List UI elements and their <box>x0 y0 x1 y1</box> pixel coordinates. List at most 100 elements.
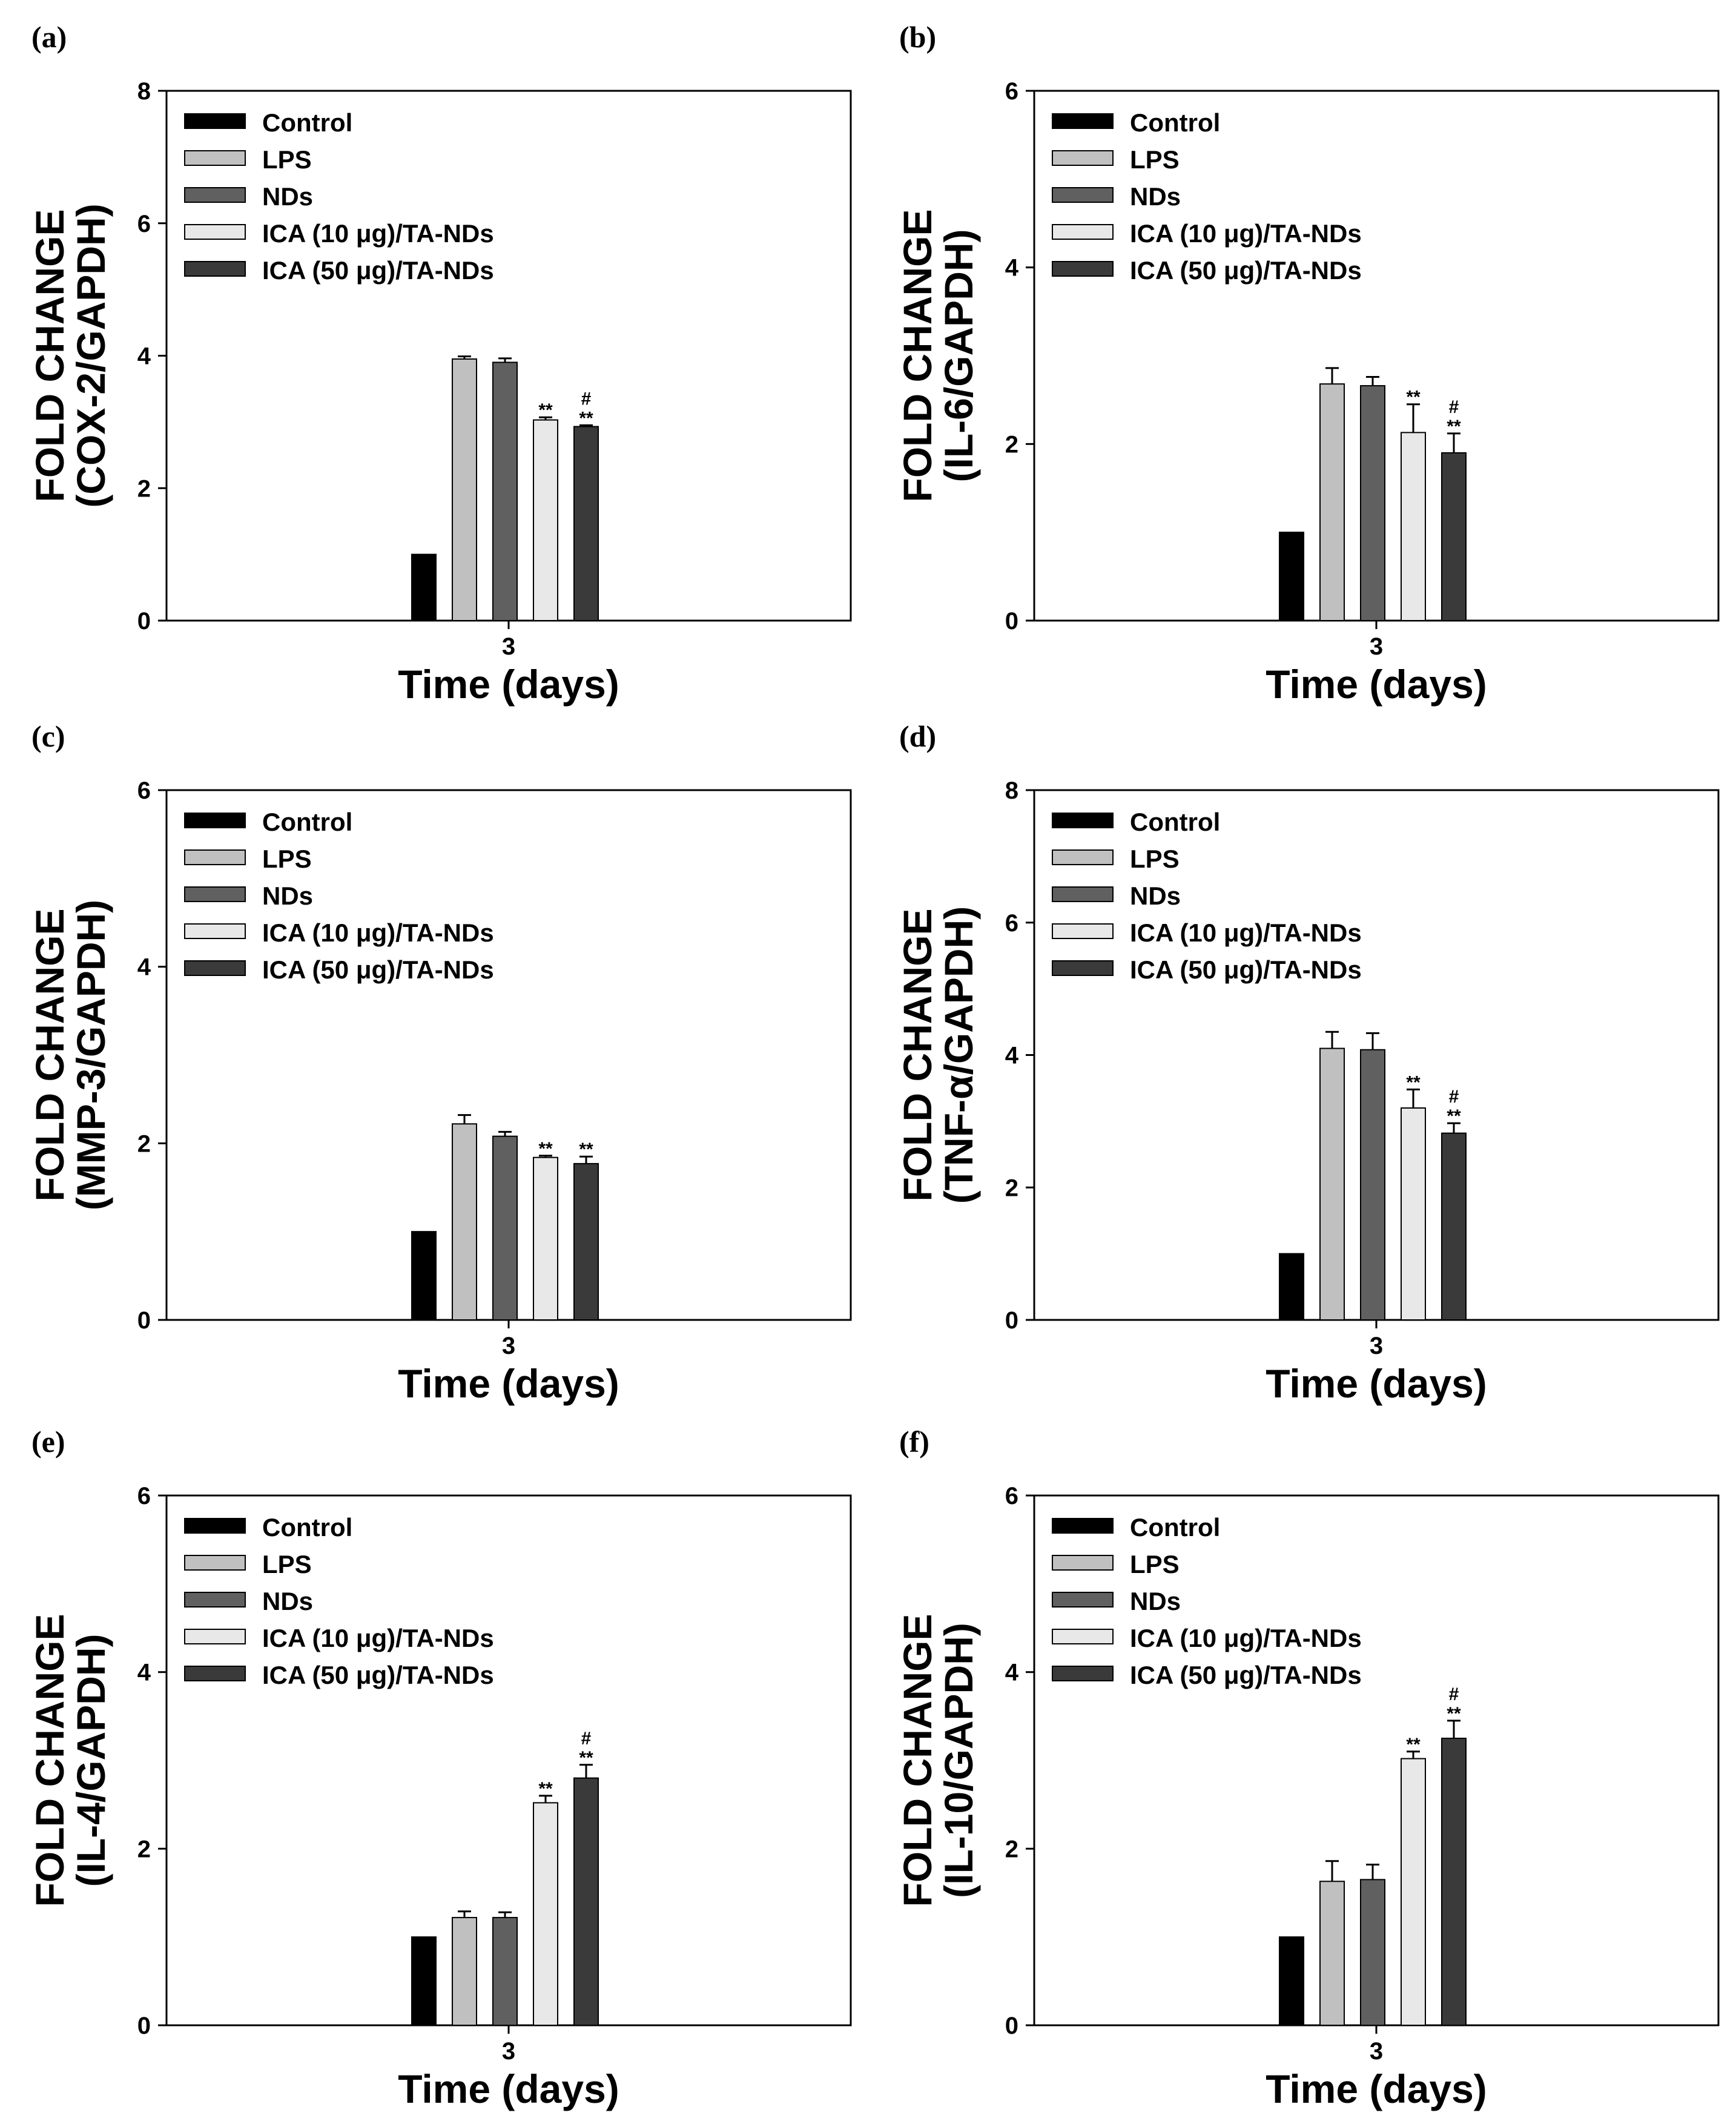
y-tick-label: 4 <box>1005 1043 1019 1069</box>
legend-swatch <box>1052 1592 1114 1608</box>
significance-stars: ** <box>1447 417 1461 437</box>
y-axis-title-line2: (IL-4/GAPDH) <box>68 1634 113 1887</box>
y-tick-label: 0 <box>1005 1307 1018 1334</box>
x-tick-label: 3 <box>1370 1333 1383 1359</box>
legend-swatch <box>184 923 246 939</box>
legend-swatch <box>184 849 246 865</box>
legend-label: ICA (50 μg)/TA-NDs <box>1130 1661 1362 1689</box>
panel-label: (a) <box>31 20 67 54</box>
panel-label: (e) <box>31 1425 65 1459</box>
legend-swatch <box>1052 1518 1114 1534</box>
legend-label: ICA (10 μg)/TA-NDs <box>262 918 494 947</box>
legend-label: Control <box>262 108 352 137</box>
x-axis-title: Time (days) <box>1266 662 1487 707</box>
legend-label: Control <box>1130 808 1220 836</box>
legend-label: NDs <box>262 1587 313 1615</box>
y-tick-label: 4 <box>137 343 151 370</box>
y-tick-label: 4 <box>137 954 151 981</box>
panel-label: (b) <box>899 20 936 54</box>
bar-ica-50-g-ta-nds <box>1441 1132 1467 1321</box>
legend-swatch <box>184 187 246 203</box>
y-tick-label: 6 <box>1005 910 1018 937</box>
significance-stars: ** <box>1406 387 1421 407</box>
legend-label: ICA (10 μg)/TA-NDs <box>1130 918 1362 947</box>
bar-lps <box>1319 1881 1345 2026</box>
bar-control <box>1279 532 1304 622</box>
legend-swatch <box>184 224 246 240</box>
panel-label: (c) <box>31 719 65 753</box>
bar-ica-10-g-ta-nds <box>1401 1107 1426 1321</box>
bar-lps <box>1319 383 1345 622</box>
y-tick-label: 2 <box>137 1130 151 1157</box>
y-axis-title-line2: (TNF-α/GAPDH) <box>936 906 981 1204</box>
legend-label: LPS <box>1130 845 1180 873</box>
y-axis-title-line1: FOLD CHANGE <box>27 909 72 1202</box>
bar-nds <box>1360 385 1385 621</box>
bar-nds <box>492 1135 518 1321</box>
legend-label: ICA (10 μg)/TA-NDs <box>1130 219 1362 248</box>
bar-control <box>411 1231 437 1321</box>
x-tick-label: 3 <box>1370 2038 1383 2065</box>
x-tick-label: 3 <box>502 1333 515 1359</box>
legend-swatch <box>1052 1555 1114 1571</box>
y-axis-title-line1: FOLD CHANGE <box>27 1614 72 1907</box>
y-tick-label: 4 <box>1005 1660 1019 1686</box>
bar-ica-50-g-ta-nds <box>573 426 599 621</box>
y-axis-title-line1: FOLD CHANGE <box>27 209 72 503</box>
y-tick-label: 6 <box>1005 1483 1018 1509</box>
legend-swatch <box>184 150 246 166</box>
legend-label: NDs <box>262 882 313 910</box>
y-tick-label: 4 <box>1005 255 1019 282</box>
y-tick-label: 6 <box>137 777 151 804</box>
y-axis-title-line2: (COX-2/GAPDH) <box>68 203 113 507</box>
y-axis-title: FOLD CHANGE(COX-2/GAPDH) <box>27 203 113 507</box>
y-tick-label: 6 <box>1005 78 1018 105</box>
significance-hash: # <box>1449 397 1459 417</box>
y-tick-label: 0 <box>137 2013 151 2039</box>
y-tick-label: 6 <box>137 1483 151 1509</box>
y-axis-title: FOLD CHANGE(TNF-α/GAPDH) <box>895 906 981 1204</box>
legend-swatch <box>184 886 246 902</box>
legend-label: ICA (10 μg)/TA-NDs <box>262 1624 494 1652</box>
y-tick-label: 8 <box>137 78 151 105</box>
legend-swatch <box>184 113 246 129</box>
legend-label: NDs <box>262 182 313 211</box>
y-axis-title-line1: FOLD CHANGE <box>895 909 940 1202</box>
bar-ica-50-g-ta-nds <box>1441 452 1467 622</box>
legend-label: LPS <box>1130 1550 1180 1578</box>
bar-nds <box>1360 1879 1385 2026</box>
legend-swatch <box>1052 261 1114 277</box>
bar-control <box>411 1936 437 2026</box>
bar-nds <box>492 361 518 621</box>
panel-label: (d) <box>899 719 936 753</box>
significance-stars: ** <box>1447 1704 1461 1724</box>
legend-swatch <box>1052 923 1114 939</box>
legend-label: Control <box>1130 108 1220 137</box>
y-axis-title-line2: (IL-6/GAPDH) <box>936 229 981 483</box>
legend-label: LPS <box>262 145 312 174</box>
y-tick-label: 2 <box>137 1836 151 1862</box>
y-tick-label: 0 <box>1005 2013 1018 2039</box>
y-tick-label: 4 <box>137 1660 151 1686</box>
legend-label: Control <box>262 1513 352 1542</box>
bar-ica-50-g-ta-nds <box>573 1777 599 2026</box>
panel-label: (f) <box>899 1425 929 1459</box>
x-axis-title: Time (days) <box>1266 1361 1487 1406</box>
legend-swatch <box>1052 813 1114 828</box>
x-axis-title: Time (days) <box>1266 2066 1487 2111</box>
legend-swatch <box>1052 150 1114 166</box>
bar-lps <box>1319 1047 1345 1321</box>
bar-control <box>1279 1253 1304 1321</box>
significance-stars: ** <box>579 408 593 428</box>
legend-label: Control <box>1130 1513 1220 1542</box>
legend-label: LPS <box>1130 145 1180 174</box>
bar-ica-10-g-ta-nds <box>533 419 558 621</box>
bar-lps <box>452 1917 477 2026</box>
bar-nds <box>492 1917 518 2026</box>
y-tick-label: 0 <box>137 1307 151 1334</box>
legend-swatch <box>1052 849 1114 865</box>
